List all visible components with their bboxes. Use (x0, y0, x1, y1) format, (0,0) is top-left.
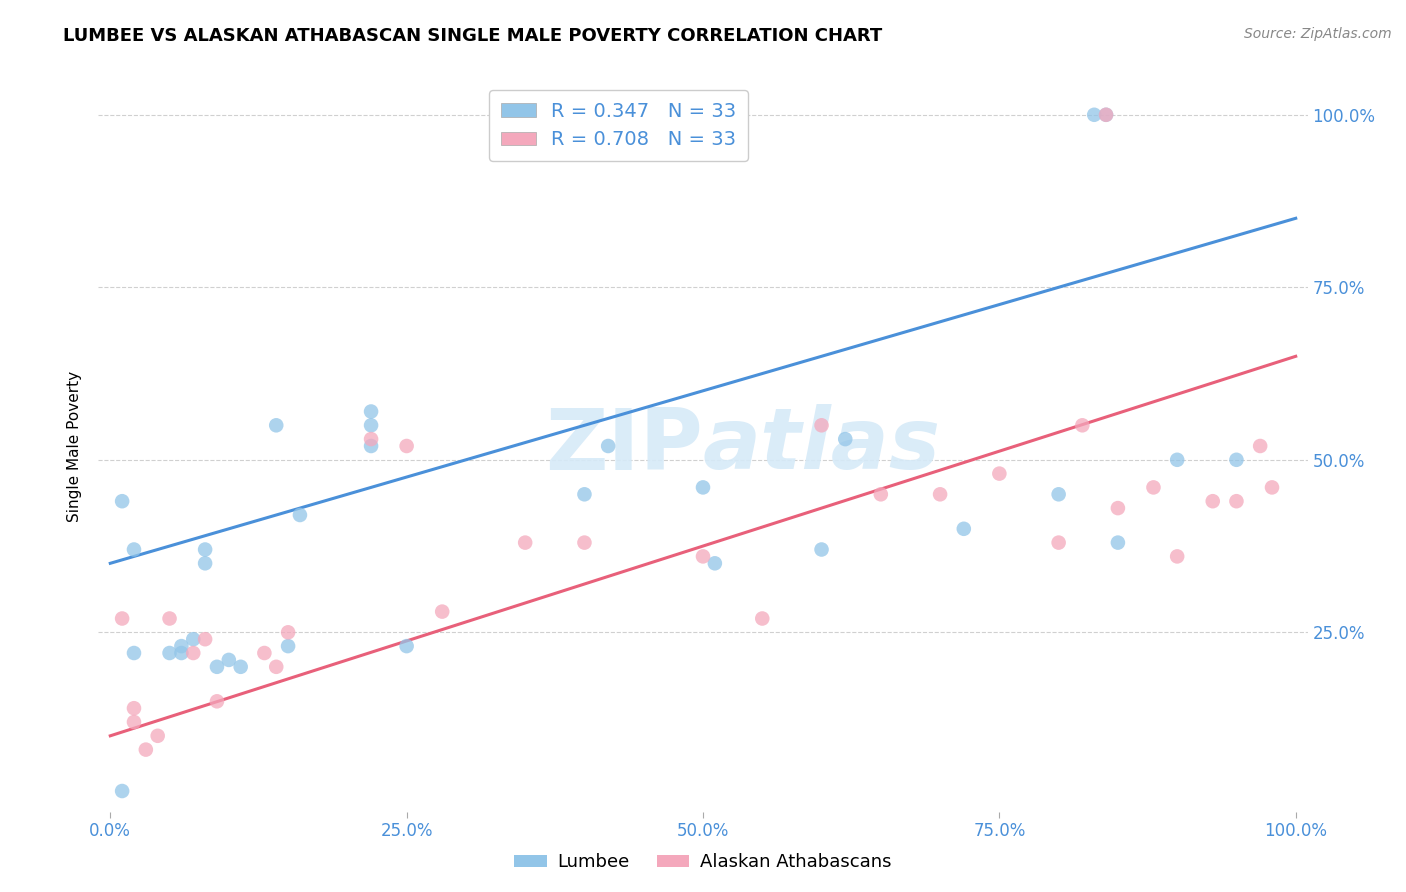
Point (1095, 108, 1118, 122)
Point (111, 611, 134, 625)
Point (1047, 487, 1070, 501)
Point (194, 542, 217, 557)
Point (194, 632, 217, 647)
Point (205, 694, 228, 708)
Point (703, 557, 725, 571)
Text: Source: ZipAtlas.com: Source: ZipAtlas.com (1244, 27, 1392, 41)
Point (360, 432, 382, 446)
Point (515, 535, 537, 549)
Point (122, 714, 145, 729)
Point (1225, 494, 1247, 508)
Point (988, 467, 1011, 481)
Point (574, 535, 596, 549)
Point (1249, 439, 1271, 453)
Point (1107, 501, 1129, 516)
Point (170, 646, 193, 660)
Point (834, 432, 856, 446)
Point (277, 639, 299, 653)
Point (360, 404, 382, 418)
Point (264, 418, 287, 433)
Text: atlas: atlas (703, 404, 941, 488)
Point (135, 742, 157, 756)
Point (288, 508, 311, 522)
Point (277, 625, 299, 640)
Y-axis label: Single Male Poverty: Single Male Poverty (67, 370, 83, 522)
Point (111, 494, 134, 508)
Point (1083, 108, 1105, 122)
Point (181, 632, 204, 647)
Point (122, 646, 145, 660)
Point (170, 639, 193, 653)
Text: ZIP: ZIP (546, 404, 703, 488)
Point (1047, 535, 1070, 549)
Point (205, 660, 228, 674)
Point (869, 487, 891, 501)
Point (111, 784, 134, 798)
Point (810, 542, 832, 557)
Point (181, 646, 204, 660)
Point (1107, 535, 1129, 549)
Point (159, 646, 181, 660)
Point (229, 660, 252, 674)
Point (810, 418, 832, 433)
Point (1166, 549, 1188, 564)
Point (692, 480, 714, 494)
Legend: Lumbee, Alaskan Athabascans: Lumbee, Alaskan Athabascans (508, 847, 898, 879)
Point (1095, 108, 1118, 122)
Point (574, 487, 596, 501)
Point (692, 549, 714, 564)
Point (1202, 494, 1225, 508)
Point (218, 653, 240, 667)
Point (146, 729, 169, 743)
Point (1166, 452, 1188, 467)
Point (929, 487, 952, 501)
Point (122, 701, 145, 715)
Point (395, 639, 418, 653)
Point (1142, 480, 1164, 494)
Point (194, 557, 217, 571)
Point (122, 542, 145, 557)
Text: LUMBEE VS ALASKAN ATHABASCAN SINGLE MALE POVERTY CORRELATION CHART: LUMBEE VS ALASKAN ATHABASCAN SINGLE MALE… (63, 27, 883, 45)
Point (432, 605, 454, 619)
Point (598, 439, 620, 453)
Point (264, 660, 287, 674)
Point (751, 611, 773, 625)
Point (360, 439, 382, 453)
Point (1261, 480, 1284, 494)
Point (395, 439, 418, 453)
Point (1071, 418, 1094, 433)
Point (952, 522, 974, 536)
Legend: R = 0.347   N = 33, R = 0.708   N = 33: R = 0.347 N = 33, R = 0.708 N = 33 (489, 90, 748, 161)
Point (1225, 452, 1247, 467)
Point (253, 646, 276, 660)
Point (360, 418, 382, 433)
Point (159, 611, 181, 625)
